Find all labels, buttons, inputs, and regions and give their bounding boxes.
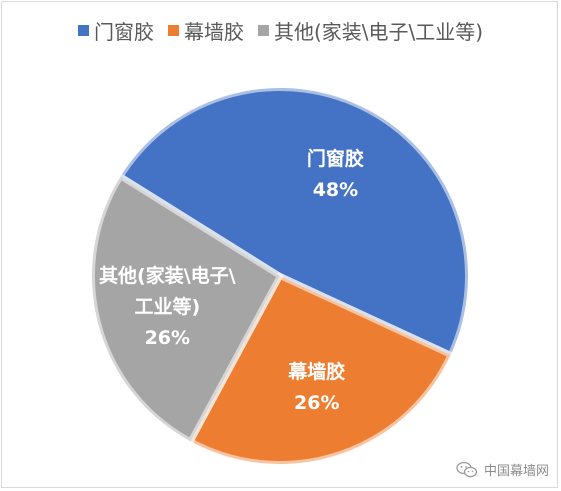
legend-item-window-sealant: 门窗胶 [77, 16, 154, 45]
watermark-text: 中国幕墙网 [483, 464, 549, 479]
slice-label-other: 其他(家装\电子\ 工业等) 26% [99, 264, 236, 349]
pie-slices [89, 85, 471, 467]
slice-labels: 门窗胶 48% 幕墙胶 26% 其他(家装\电子\ 工业等) 26% [99, 147, 364, 414]
slice-percent: 26% [294, 392, 339, 414]
slice-label-curtain-wall-sealant: 幕墙胶 26% [287, 360, 345, 414]
slice-percent: 26% [145, 327, 190, 349]
slice-other [89, 172, 284, 446]
legend-item-other: 其他(家装\电子\工业等) [257, 16, 484, 45]
slice-label-window-sealant: 门窗胶 48% [307, 147, 364, 201]
watermark: 中国幕墙网 [456, 460, 549, 479]
wechat-icon [456, 461, 478, 477]
legend-item-curtain-wall-sealant: 幕墙胶 [167, 16, 244, 45]
legend-label: 门窗胶 [93, 20, 154, 44]
slice-window-sealant [116, 85, 471, 359]
slice-name-line: 幕墙胶 [287, 360, 345, 383]
slice-percent: 48% [313, 179, 358, 201]
slice-name-line: 门窗胶 [307, 147, 364, 170]
legend-swatch [257, 25, 269, 36]
legend-label: 幕墙胶 [183, 20, 244, 44]
legend-swatch [167, 25, 179, 36]
slice-name-line: 其他(家装\电子\ [99, 264, 236, 287]
legend-label: 其他(家装\电子\工业等) [273, 20, 484, 44]
legend: 门窗胶 幕墙胶 其他(家装\电子\工业等) [0, 16, 561, 45]
slice-name-line: 工业等) [134, 295, 200, 318]
legend-swatch [77, 25, 89, 36]
